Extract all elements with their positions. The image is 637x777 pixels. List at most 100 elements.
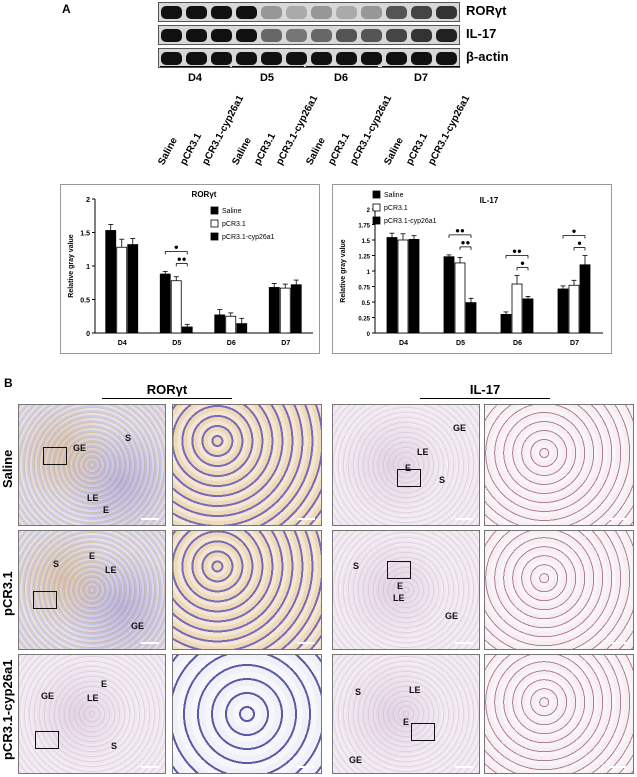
bar bbox=[500, 313, 512, 334]
scale-bar bbox=[141, 642, 159, 644]
column-heading-rorgt: RORγt bbox=[146, 382, 188, 397]
y-tick-label: 1 bbox=[86, 264, 90, 271]
tissue-label: S bbox=[353, 561, 360, 571]
blot-band bbox=[411, 6, 432, 19]
tissue-label: S bbox=[53, 559, 60, 569]
bar bbox=[557, 288, 569, 334]
y-tick-label: 2 bbox=[86, 197, 90, 204]
blot-band bbox=[161, 6, 182, 19]
micrograph-saline-rorgt: GE S LE E bbox=[18, 404, 166, 526]
blot-band bbox=[161, 29, 182, 42]
legend-label: pCR3.1 bbox=[384, 205, 408, 212]
micrograph-pcr31-rorgt: S E LE GE bbox=[18, 530, 166, 650]
scale-bar bbox=[455, 766, 473, 768]
bar bbox=[268, 287, 280, 334]
y-tick-label: 1 bbox=[367, 270, 371, 276]
micrograph-pcr31-rorgt-zoom bbox=[172, 530, 322, 650]
chart-il17: 0 0.25 0.5 0.75 1 1.25 1.5 1.75 2 Relative gray v… bbox=[332, 184, 612, 354]
blot-band bbox=[261, 52, 282, 65]
tissue-label: GE bbox=[131, 621, 145, 631]
region-of-interest-box bbox=[411, 723, 435, 741]
blot-band bbox=[311, 29, 332, 42]
blot-band bbox=[161, 52, 182, 65]
blot-band bbox=[286, 6, 307, 19]
bar bbox=[511, 283, 523, 334]
blot-row bbox=[158, 48, 460, 68]
x-tick-label: D6 bbox=[227, 340, 236, 347]
blot-band bbox=[436, 52, 457, 65]
legend-swatch bbox=[372, 190, 381, 199]
blot-band bbox=[336, 52, 357, 65]
scale-bar bbox=[609, 642, 627, 644]
lane-label: pCR3.1-cyp26a1 bbox=[426, 93, 473, 167]
x-tick-label: D6 bbox=[513, 340, 522, 347]
legend-swatch bbox=[210, 219, 219, 228]
tissue-label: GE bbox=[453, 423, 467, 433]
bar bbox=[105, 230, 117, 334]
chart-rorgt-svg: 0 0.5 1 1.5 2 Relative gray value RORγt D4 D5 D6 D… bbox=[68, 190, 313, 347]
y-tick-label: 1.5 bbox=[80, 231, 90, 238]
blot-band bbox=[236, 29, 257, 42]
tissue-label: E bbox=[403, 717, 410, 727]
bar bbox=[454, 262, 466, 334]
day-label-d4: D4 bbox=[187, 72, 203, 84]
legend-swatch bbox=[372, 216, 381, 225]
blot-band bbox=[336, 6, 357, 19]
scale-bar bbox=[297, 518, 315, 520]
x-tick-label: D5 bbox=[172, 340, 181, 347]
x-tick-label: D7 bbox=[281, 340, 290, 347]
micrograph-saline-il17-zoom bbox=[484, 404, 634, 526]
blot-band bbox=[361, 6, 382, 19]
chart-title: IL-17 bbox=[480, 196, 499, 205]
lane-label: Saline bbox=[304, 135, 328, 167]
bar bbox=[397, 239, 409, 334]
y-tick-label: 1.25 bbox=[358, 255, 370, 261]
legend-swatch bbox=[210, 232, 219, 241]
row-label-pcr31: pCR3.1 bbox=[0, 571, 15, 616]
legend-label: pCR3.1 bbox=[222, 221, 246, 228]
legend-label: pCR3.1-cyp26a1 bbox=[222, 234, 275, 241]
blot-band bbox=[236, 6, 257, 19]
micrograph-pcr31-cyp26a1-rorgt-zoom bbox=[172, 654, 322, 774]
tissue-label: S bbox=[111, 741, 118, 751]
tissue-label: S bbox=[125, 433, 132, 443]
day-underline bbox=[160, 66, 230, 67]
blot-band bbox=[211, 6, 232, 19]
significance-mark: ●● bbox=[461, 238, 471, 247]
scale-bar bbox=[455, 518, 473, 520]
panel-b-letter: B bbox=[4, 376, 13, 390]
x-tick-label: D7 bbox=[570, 340, 579, 347]
tissue-label: E bbox=[103, 505, 110, 515]
bar bbox=[579, 264, 591, 334]
micrograph-saline-il17: LE GE E S bbox=[332, 404, 480, 526]
blot-band bbox=[361, 52, 382, 65]
column-heading-il17: IL-17 bbox=[469, 382, 501, 397]
y-axis-label: Relative gray value bbox=[340, 239, 347, 303]
region-of-interest-box bbox=[397, 469, 421, 487]
region-of-interest-box bbox=[43, 447, 67, 465]
x-tick-label: D4 bbox=[118, 340, 127, 347]
y-tick-label: 0.5 bbox=[362, 301, 371, 307]
bar bbox=[522, 298, 534, 334]
significance-mark: ● bbox=[174, 242, 179, 251]
chart-il17-svg: 0 0.25 0.5 0.75 1 1.25 1.5 1.75 2 Relative gray v… bbox=[340, 190, 603, 347]
scale-bar bbox=[141, 518, 159, 520]
tissue-label: GE bbox=[73, 443, 87, 453]
blot-band bbox=[311, 6, 332, 19]
chart-title: RORγt bbox=[192, 190, 217, 199]
bar bbox=[408, 238, 420, 334]
micrograph-pcr31-il17-zoom bbox=[484, 530, 634, 650]
day-label-d5: D5 bbox=[259, 72, 275, 84]
lane-label: Saline bbox=[230, 135, 254, 167]
blot-band bbox=[336, 29, 357, 42]
bar bbox=[214, 314, 226, 334]
tissue-label: E bbox=[397, 581, 404, 591]
tissue-label: LE bbox=[87, 693, 99, 703]
tissue-label: LE bbox=[393, 593, 405, 603]
region-of-interest-box bbox=[35, 731, 59, 749]
blot-band bbox=[436, 6, 457, 19]
blot-band bbox=[286, 52, 307, 65]
bar bbox=[170, 280, 182, 334]
tissue-label: GE bbox=[41, 691, 55, 701]
tissue-label: GE bbox=[349, 755, 363, 765]
